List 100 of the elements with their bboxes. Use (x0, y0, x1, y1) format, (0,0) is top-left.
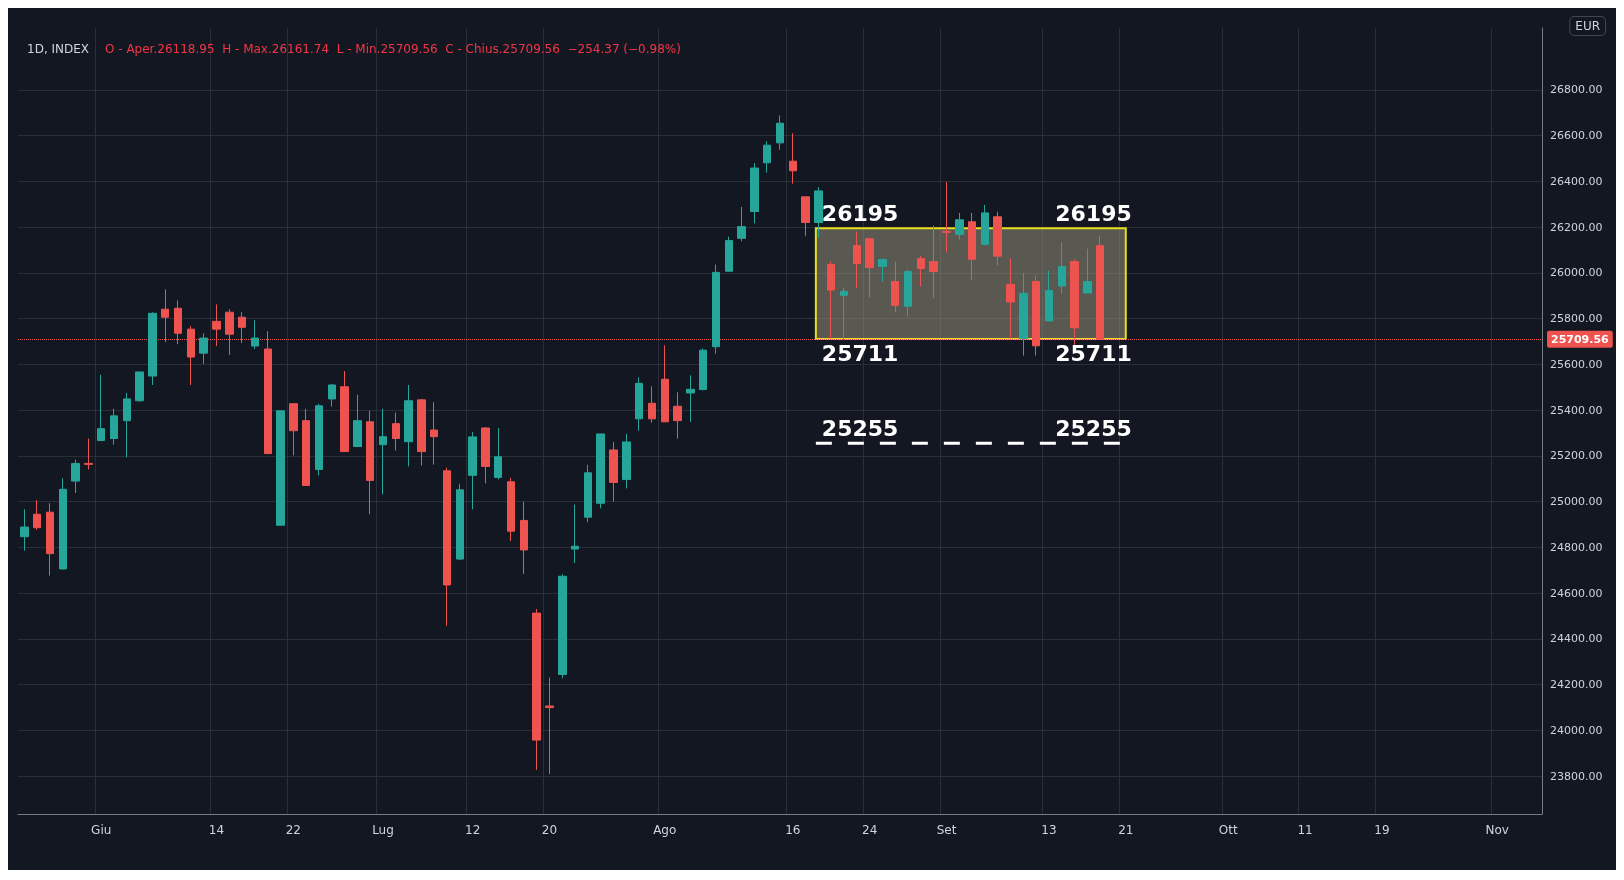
candlestick (993, 211, 1002, 266)
candlestick (404, 384, 413, 467)
x-tick-label: 16 (785, 823, 801, 837)
x-tick-label: 11 (1297, 823, 1313, 837)
candlestick (328, 383, 336, 408)
y-tick-label: 24400.00 (1550, 632, 1603, 646)
candlestick (917, 255, 925, 287)
y-tick-label: 25600.00 (1550, 357, 1603, 371)
candlestick (481, 426, 490, 484)
candlestick (366, 410, 374, 515)
candlestick (430, 401, 438, 466)
candlestick (929, 225, 938, 299)
candlestick (699, 347, 707, 391)
x-tick-label: Ago (653, 823, 677, 837)
candlestick (148, 311, 157, 386)
x-tick-label: 22 (285, 823, 301, 837)
candlestick (443, 467, 451, 627)
candlestick (609, 441, 618, 503)
candlestick (545, 677, 554, 775)
candlestick (417, 398, 426, 467)
y-tick-label: 26000.00 (1550, 266, 1603, 280)
text: 1D, INDEX (27, 42, 90, 56)
candlestick (878, 258, 887, 283)
candlestick (123, 392, 131, 458)
y-tick-label: 26600.00 (1550, 129, 1603, 143)
candlestick (853, 231, 861, 289)
annotation: 25255 (821, 415, 899, 441)
candlestick (750, 162, 759, 224)
annotation: 25711 (821, 341, 899, 367)
y-tick-label: 25400.00 (1550, 403, 1603, 417)
candlestick (1083, 248, 1092, 294)
candlestick (725, 236, 733, 272)
candlestick (673, 391, 682, 440)
candlestick (46, 502, 54, 577)
y-tick-label: 23800.00 (1550, 769, 1603, 783)
y-tick-label: 25800.00 (1550, 312, 1603, 326)
x-tick-label: 20 (541, 823, 558, 837)
x-tick-label: 24 (862, 823, 878, 837)
y-tick-label: 25000.00 (1550, 495, 1603, 509)
candlestick (981, 204, 989, 246)
y-tick-label: 24000.00 (1550, 723, 1603, 737)
candlestick (379, 408, 387, 495)
x-tick-label: Lug (372, 823, 394, 837)
candlestick (276, 410, 285, 526)
candlestick (891, 261, 899, 313)
candlestick (289, 403, 298, 456)
candlestick (737, 206, 746, 242)
ref-line-label: 25709.56 (1551, 332, 1610, 346)
candlestick (865, 238, 874, 298)
x-tick-label: Set (936, 823, 957, 837)
candlestick (648, 385, 656, 424)
candlestick (571, 504, 579, 564)
candlestick (622, 433, 631, 489)
y-tick-label: 24600.00 (1550, 586, 1603, 600)
candlestick (71, 459, 80, 494)
x-tick-label: 12 (465, 823, 481, 837)
y-tick-label: 25200.00 (1550, 449, 1603, 463)
text: O - Aper.26118.95 H - Max.26161.74 L - Min.25709.56 C - Chius.25709.56 −254.37 (−0.98%) (105, 42, 681, 56)
candlestick (392, 412, 400, 452)
candlestick (789, 132, 797, 185)
y-tick-label: 26200.00 (1550, 220, 1603, 234)
y-tick-label: 24200.00 (1550, 678, 1603, 692)
candlestick (1058, 242, 1066, 294)
candlestick (199, 332, 208, 365)
annotation: 25711 (1055, 341, 1132, 367)
candlestick (494, 427, 502, 480)
candlestick (968, 212, 976, 281)
candlestick (135, 371, 144, 403)
candlestick (584, 464, 592, 523)
candlestick (686, 374, 695, 423)
candlestick (33, 499, 41, 531)
candlestick (468, 431, 477, 510)
candlestick (712, 264, 720, 355)
candlestick (814, 186, 823, 238)
x-tick-label: 21 (1118, 823, 1134, 837)
x-tick-label: 13 (1041, 823, 1057, 837)
candlestick (558, 573, 567, 679)
candlestick (763, 140, 771, 174)
candlestick (20, 508, 29, 552)
y-tick-label: 26400.00 (1550, 174, 1603, 188)
candlestick (302, 408, 310, 486)
candlestick (532, 608, 541, 771)
candlestick (97, 374, 105, 442)
candlestick (840, 286, 848, 341)
candlestick (955, 212, 964, 240)
candlestick (251, 319, 259, 350)
annotation: 26195 (821, 200, 899, 226)
candlestick (507, 477, 515, 542)
x-tick-label: 19 (1374, 823, 1390, 837)
candlestick (635, 376, 643, 432)
y-tick-label: 26800.00 (1550, 83, 1603, 97)
x-tick-label: 14 (208, 823, 225, 837)
candlestick (456, 483, 464, 561)
y-tick-label: 24800.00 (1550, 540, 1603, 554)
candlestick (110, 408, 118, 446)
text: EUR (1575, 19, 1600, 33)
candlestick (520, 501, 528, 575)
annotation: 26195 (1055, 200, 1132, 226)
candlestick (661, 344, 669, 423)
candlestick (801, 196, 810, 237)
